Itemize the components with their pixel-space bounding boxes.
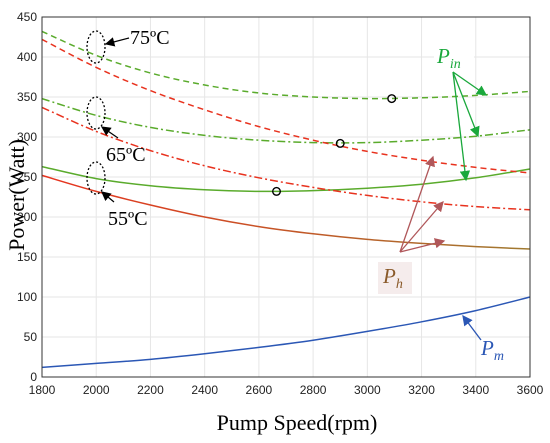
series-line-ph-65	[41, 106, 531, 211]
p-h-arrow-1	[399, 155, 435, 253]
series-line-pm	[41, 296, 531, 369]
series-line-pin-65	[41, 97, 531, 144]
p-h-arrow-3	[399, 238, 446, 253]
y-axis-title: Power(Watt)	[4, 139, 29, 251]
y-tick-label: 150	[17, 250, 37, 264]
p-in-arrow-1	[452, 71, 488, 96]
ellipse-75-icon	[86, 30, 106, 64]
x-tick-label: 3000	[354, 383, 381, 397]
ellipse-55-icon	[86, 161, 106, 195]
x-tick-label: 3200	[408, 383, 435, 397]
p-in-label: Pin	[436, 44, 461, 72]
y-tick-label: 250	[17, 170, 37, 184]
x-tick-label: 2200	[137, 383, 164, 397]
series-line-pin-75	[41, 30, 531, 100]
series-layer	[41, 30, 531, 369]
axes-frame	[41, 16, 531, 378]
optimum-markers	[272, 94, 397, 196]
p-m-label: Pm	[480, 336, 504, 364]
optimum-marker	[272, 186, 282, 196]
p-h-annotation: Ph	[378, 155, 446, 294]
y-tick-label: 350	[17, 90, 37, 104]
p-in-annotation: Pin	[434, 40, 488, 182]
p-m-arrow	[462, 314, 482, 341]
y-tick-label: 200	[17, 210, 37, 224]
tick-labels: 1800 2000 2200 2400 2600 2800 3000 3200 3400 3600…	[17, 10, 544, 397]
label-65: 65ºC	[106, 144, 146, 166]
label-55: 55ºC	[108, 208, 148, 230]
x-tick-label: 2400	[191, 383, 218, 397]
x-axis-title: Pump Speed(rpm)	[217, 410, 378, 435]
series-line-ph-55	[41, 174, 531, 250]
p-m-annotation: Pm	[462, 314, 504, 364]
plot-frame	[41, 16, 531, 378]
temperature-annotations: 75ºC 65ºC 55ºC	[86, 27, 170, 230]
arrow-65	[101, 126, 119, 139]
x-tick-label: 2000	[83, 383, 110, 397]
ellipse-65-icon	[86, 96, 106, 130]
y-tick-label: 50	[24, 330, 38, 344]
label-75: 75ºC	[130, 27, 170, 49]
x-tick-label: 1800	[29, 383, 56, 397]
y-tick-label: 450	[17, 10, 37, 24]
p-in-arrow-2	[452, 71, 480, 138]
series-line-ph-75	[41, 38, 531, 174]
p-in-arrow-3	[452, 71, 471, 182]
x-tick-label: 3600	[517, 383, 544, 397]
x-tick-label: 2600	[246, 383, 273, 397]
p-h-label-bg	[378, 262, 412, 294]
p-in-label-bg	[434, 40, 474, 70]
y-tick-label: 0	[30, 370, 37, 384]
p-h-arrow-2	[399, 201, 444, 253]
y-tick-label: 400	[17, 50, 37, 64]
x-tick-label: 3400	[462, 383, 489, 397]
x-tick-label: 2800	[300, 383, 327, 397]
optimum-marker	[387, 94, 397, 104]
p-h-label: Ph	[382, 264, 403, 292]
optimum-marker	[335, 138, 345, 148]
y-tick-label: 100	[17, 290, 37, 304]
y-tick-label: 300	[17, 130, 37, 144]
arrow-75	[104, 37, 130, 47]
series-line-pin-55	[41, 165, 531, 193]
arrow-55	[101, 191, 115, 203]
